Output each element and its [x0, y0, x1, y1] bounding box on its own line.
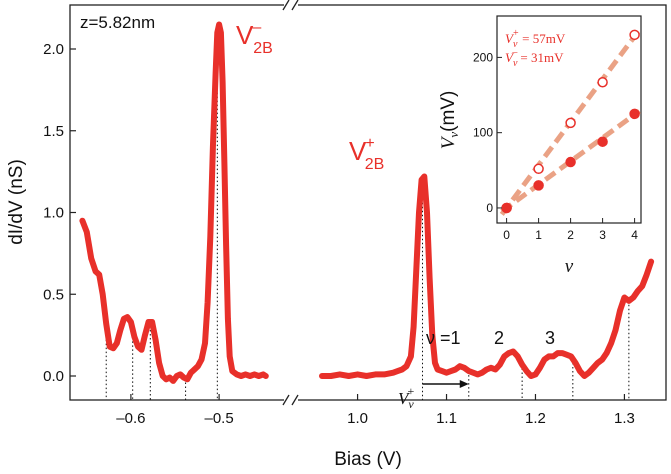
spectrum-curve-left [79, 21, 269, 384]
period-arrow-label: Vν+ [398, 384, 415, 411]
x-tick-label: –0.5 [204, 410, 233, 427]
inset-x-label: ν [565, 256, 574, 277]
x-tick-label: 1.3 [614, 410, 635, 427]
peak-label-minus: V– 2B [236, 19, 273, 57]
inset-x-tick-label: 1 [535, 228, 542, 242]
x-axis-ticks: –0.6 –0.5 1.0 1.1 1.2 1.3 [116, 394, 635, 427]
inset-x-tick-label: 4 [631, 228, 638, 242]
inset-point-minus [501, 202, 512, 214]
inset-y-tick-label: 200 [473, 50, 493, 64]
inset-point-plus [597, 76, 608, 88]
inset-point-plus [565, 117, 576, 129]
inset-x-tick-label: 0 [503, 228, 510, 242]
inset-points [501, 29, 640, 214]
nu-label-3: 3 [545, 328, 555, 348]
inset-point-minus [565, 156, 576, 168]
x-tick-label: –0.6 [116, 410, 145, 427]
axis-break-top [282, 0, 299, 11]
inset-plot: 0 100 200 0 1 2 3 4 ν Vν(mV) Vν+ = 57mV Vν– = 31… [438, 15, 642, 277]
inset-point-plus [629, 29, 640, 41]
inset-x-tick-label: 2 [567, 228, 574, 242]
inset-y-tick-label: 0 [486, 201, 493, 215]
y-tick-label: 0.5 [43, 286, 64, 303]
height-annotation: z=5.82nm [80, 13, 155, 32]
inset-y-ticks: 0 100 200 [473, 50, 502, 215]
x-tick-label: 1.1 [436, 410, 457, 427]
y-tick-label: 0.0 [43, 368, 64, 385]
x-tick-label: 1.0 [347, 410, 368, 427]
axis-break-bottom [282, 394, 299, 406]
inset-legend-plus: Vν+ = 57mV [505, 28, 566, 50]
inset-point-minus [597, 136, 608, 147]
y-tick-label: 1.0 [43, 205, 64, 222]
y-tick-label: 1.5 [43, 123, 64, 140]
x-tick-label: 1.2 [525, 410, 546, 427]
x-axis-label: Bias (V) [334, 449, 402, 470]
inset-x-tick-label: 3 [599, 228, 606, 242]
inset-point-plus [533, 163, 544, 175]
y-tick-label: 2.0 [43, 41, 64, 58]
main-plot-frame [69, 4, 667, 401]
nu-label-2: 2 [494, 328, 504, 348]
inset-legend-minus: Vν– = 31mV [505, 47, 564, 69]
inset-point-minus [629, 108, 640, 120]
peak-label-plus: V+ 2B [349, 135, 384, 173]
fit-line-minus [500, 109, 641, 214]
period-arrow [422, 380, 469, 388]
inset-point-minus [533, 180, 544, 191]
nu-label-1: ν =1 [426, 328, 461, 348]
inset-x-ticks: 0 1 2 3 4 [503, 218, 638, 242]
spectrum-curves [79, 21, 655, 384]
inset-y-tick-label: 100 [473, 126, 493, 140]
inset-y-label: Vν(mV) [438, 91, 461, 150]
y-axis-label: dI/dV (nS) [6, 159, 27, 245]
spectrum-curve-right [319, 173, 655, 379]
y-axis-ticks: 0.0 0.5 1.0 1.5 2.0 [43, 41, 76, 385]
